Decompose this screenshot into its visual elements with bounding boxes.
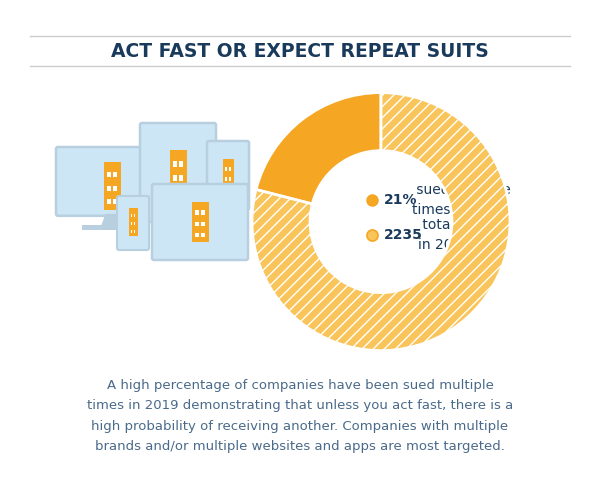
FancyBboxPatch shape: [117, 196, 149, 250]
Bar: [179, 161, 183, 167]
Bar: [131, 214, 133, 217]
Bar: [107, 172, 111, 177]
Text: 21%: 21%: [384, 193, 418, 207]
Bar: [134, 214, 136, 217]
Polygon shape: [101, 214, 123, 226]
Wedge shape: [252, 93, 510, 351]
FancyBboxPatch shape: [207, 141, 249, 210]
Bar: [201, 233, 205, 237]
Bar: [201, 222, 205, 226]
Bar: [128, 208, 137, 236]
Bar: [134, 230, 136, 233]
Bar: [82, 225, 142, 230]
Bar: [201, 210, 205, 215]
FancyBboxPatch shape: [56, 147, 168, 216]
Wedge shape: [256, 93, 381, 204]
Text: A high percentage of companies have been sued multiple
times in 2019 demonstrati: A high percentage of companies have been…: [87, 379, 513, 453]
Bar: [225, 166, 227, 170]
Bar: [131, 230, 133, 233]
Bar: [195, 233, 199, 237]
Bar: [229, 177, 231, 181]
Bar: [225, 187, 227, 191]
Bar: [134, 222, 136, 225]
Bar: [191, 202, 209, 242]
Text: sued multiple
times in 2019: sued multiple times in 2019: [412, 183, 511, 217]
Bar: [113, 199, 117, 204]
Bar: [131, 222, 133, 225]
Bar: [229, 166, 231, 170]
Bar: [107, 199, 111, 204]
Bar: [113, 172, 117, 177]
Text: 2235: 2235: [384, 228, 423, 242]
FancyBboxPatch shape: [152, 184, 248, 260]
Bar: [179, 175, 183, 181]
Bar: [173, 161, 177, 167]
Bar: [170, 150, 187, 202]
Bar: [229, 187, 231, 191]
Bar: [113, 186, 117, 191]
Bar: [107, 186, 111, 191]
FancyBboxPatch shape: [140, 123, 216, 222]
Bar: [225, 177, 227, 181]
Bar: [195, 210, 199, 215]
Text: ACT FAST OR EXPECT REPEAT SUITS: ACT FAST OR EXPECT REPEAT SUITS: [111, 41, 489, 60]
Bar: [195, 222, 199, 226]
Bar: [104, 162, 121, 210]
Text: total sued
in 2019: total sued in 2019: [418, 218, 492, 252]
Bar: [223, 159, 233, 195]
Bar: [179, 190, 183, 196]
Bar: [173, 190, 177, 196]
Bar: [173, 175, 177, 181]
